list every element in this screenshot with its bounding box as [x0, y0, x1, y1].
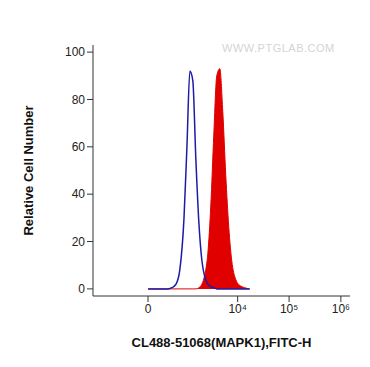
svg-text:CL488-51068(MAPK1),FITC-H: CL488-51068(MAPK1),FITC-H — [132, 335, 312, 350]
svg-text:80: 80 — [72, 93, 86, 107]
svg-text:10⁴: 10⁴ — [228, 302, 247, 316]
svg-text:0: 0 — [78, 282, 85, 296]
svg-text:40: 40 — [72, 187, 86, 201]
svg-text:Relative Cell Number: Relative Cell Number — [21, 105, 36, 235]
html-text:WWW.PTGLAB.COM: WWW.PTGLAB.COM — [222, 42, 335, 54]
svg-text:10⁵: 10⁵ — [280, 302, 298, 316]
svg-text:10⁶: 10⁶ — [332, 302, 350, 316]
svg-text:0: 0 — [145, 302, 152, 316]
svg-text:60: 60 — [72, 140, 86, 154]
svg-text:20: 20 — [72, 235, 86, 249]
svg-text:100: 100 — [65, 45, 85, 59]
